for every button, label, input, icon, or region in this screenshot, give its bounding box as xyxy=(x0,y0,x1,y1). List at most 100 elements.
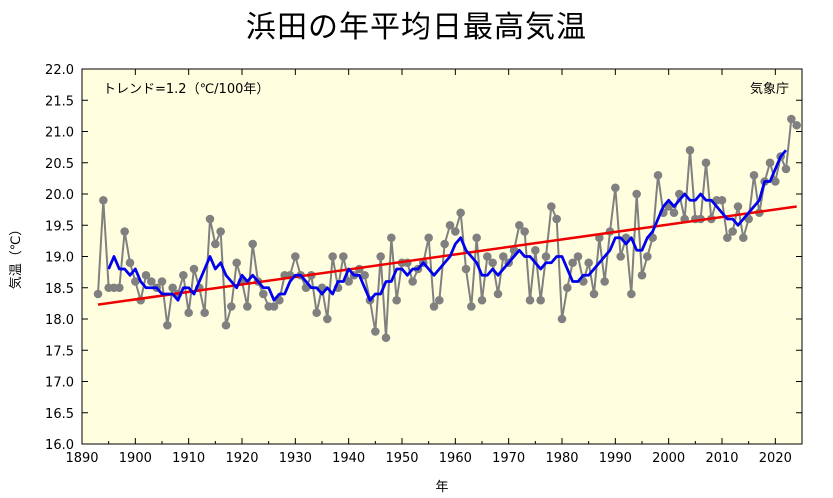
annual-point xyxy=(344,277,353,286)
annual-point xyxy=(536,295,545,305)
x-tick-label: 2020 xyxy=(759,451,792,466)
annual-point xyxy=(616,252,625,261)
annual-point xyxy=(269,302,279,311)
annual-point xyxy=(216,227,225,236)
y-tick-label: 19.0 xyxy=(45,251,74,266)
annual-point xyxy=(243,302,252,311)
annual-point xyxy=(232,258,241,268)
annual-point xyxy=(221,320,231,330)
annual-point xyxy=(360,270,369,280)
annual-point xyxy=(120,227,129,236)
annual-point xyxy=(547,202,556,211)
source-annotation: 気象庁 xyxy=(750,81,789,97)
annual-point xyxy=(371,327,380,336)
x-tick-label: 1910 xyxy=(172,451,205,466)
annual-point xyxy=(259,289,268,299)
annual-point xyxy=(323,314,332,324)
x-tick-label: 2000 xyxy=(652,451,685,466)
annual-point xyxy=(557,314,567,324)
annual-point xyxy=(739,233,748,243)
y-tick-label: 21.0 xyxy=(45,126,74,141)
annual-point xyxy=(189,264,199,274)
trend-annotation: トレンド=1.2（℃/100年） xyxy=(103,82,269,97)
annual-point xyxy=(643,252,652,261)
annual-point xyxy=(200,308,209,318)
annual-point xyxy=(179,270,188,280)
x-tick-label: 1900 xyxy=(119,451,152,466)
annual-point xyxy=(792,120,801,130)
annual-point xyxy=(184,308,193,318)
y-tick-label: 16.5 xyxy=(45,407,74,422)
y-tick-label: 19.5 xyxy=(45,219,74,234)
annual-point xyxy=(701,158,711,168)
y-tick-label: 16.0 xyxy=(45,438,74,453)
annual-point xyxy=(717,195,727,205)
annual-point xyxy=(728,227,737,236)
annual-point xyxy=(525,295,535,305)
moving-average-group xyxy=(107,149,788,302)
x-tick-label: 1950 xyxy=(385,451,418,466)
axis-ticks: 1890 1900 1910 1920 1930 1940 1950 1960 1970 1980… xyxy=(45,63,802,466)
annual-point xyxy=(584,258,593,268)
annual-point xyxy=(573,252,583,261)
annual-point xyxy=(531,245,540,255)
annual-point xyxy=(157,277,167,286)
annual-point xyxy=(445,220,455,230)
moving-average-line xyxy=(107,149,788,302)
annual-point xyxy=(99,195,108,205)
annual-point xyxy=(381,333,391,343)
x-tick-label: 1920 xyxy=(225,451,258,466)
annual-point xyxy=(387,233,396,243)
annual-point xyxy=(632,189,641,199)
annual-point xyxy=(611,183,620,193)
y-axis-label: 気温（℃） xyxy=(8,223,24,290)
annual-point xyxy=(211,239,220,249)
annual-point xyxy=(781,164,791,174)
annual-point xyxy=(131,277,140,286)
annual-point xyxy=(637,270,647,280)
y-tick-label: 20.5 xyxy=(45,157,74,172)
y-tick-label: 22.0 xyxy=(45,63,74,78)
annual-point xyxy=(627,289,636,299)
annual-point xyxy=(429,302,439,311)
annual-point xyxy=(291,252,300,261)
annual-point xyxy=(205,214,215,224)
annual-point xyxy=(424,233,433,243)
annual-point xyxy=(227,302,236,311)
annual-point xyxy=(483,252,492,261)
annual-point xyxy=(499,252,508,261)
x-tick-label: 1970 xyxy=(492,451,525,466)
annual-point xyxy=(456,208,465,218)
x-tick-label: 1960 xyxy=(439,451,472,466)
annual-point xyxy=(563,283,572,293)
annual-point xyxy=(723,233,732,243)
annual-point xyxy=(488,258,497,268)
x-tick-label: 1930 xyxy=(279,451,312,466)
annual-point xyxy=(435,295,444,305)
trend-line-group xyxy=(97,205,797,306)
annual-point xyxy=(339,252,348,261)
annual-point xyxy=(568,258,577,268)
annual-point xyxy=(520,227,529,236)
y-tick-label: 18.0 xyxy=(45,313,74,328)
x-tick-label: 1990 xyxy=(599,451,632,466)
annual-point xyxy=(312,308,321,318)
y-tick-label: 17.5 xyxy=(45,344,74,359)
x-tick-label: 1940 xyxy=(332,451,365,466)
annual-point xyxy=(600,277,609,286)
annual-point xyxy=(515,220,524,230)
annual-point xyxy=(141,270,151,280)
annual-point xyxy=(440,239,449,249)
annual-point xyxy=(115,283,124,293)
annual-point xyxy=(733,202,743,211)
annual-point xyxy=(552,214,561,224)
x-axis-label: 年 xyxy=(435,480,448,495)
annual-point xyxy=(749,170,759,180)
y-tick-label: 18.5 xyxy=(45,282,74,297)
annual-point xyxy=(248,239,257,249)
annual-point xyxy=(93,289,103,299)
annual-point xyxy=(147,277,156,286)
annual-point xyxy=(467,302,476,311)
annual-point xyxy=(771,177,780,186)
